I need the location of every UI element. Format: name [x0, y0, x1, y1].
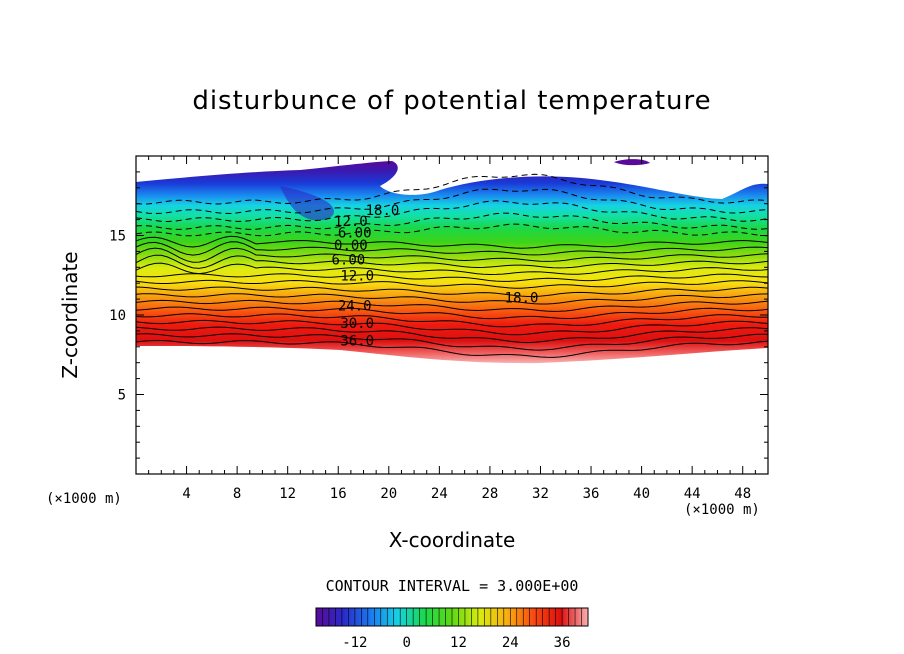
x-tick-label: 32	[532, 486, 549, 502]
contour-label: 24.0	[338, 298, 372, 314]
chart-title: disturbunce of potential temperature	[192, 86, 712, 116]
contour-line-negative	[135, 212, 769, 230]
contour-lines	[135, 173, 769, 358]
x-tick-label: 12	[279, 486, 296, 502]
colorbar-ticks: -12 0 12 24 36	[322, 608, 582, 651]
contour-label: 30.0	[340, 316, 374, 332]
y-tick-label: 15	[109, 229, 126, 245]
temperature-field	[136, 161, 768, 364]
contour-label: 0.00	[334, 238, 368, 254]
contour-line	[135, 286, 769, 298]
x-tick-label: 28	[481, 486, 498, 502]
contour-line	[135, 262, 769, 276]
contour-line	[135, 241, 769, 256]
contour-line-negative	[135, 200, 769, 223]
x-tick-label: 24	[431, 486, 448, 502]
temperature-field-patch	[614, 159, 650, 166]
x-tick-label: 4	[182, 486, 190, 502]
field-detail	[280, 186, 334, 221]
contour-label: 18.0	[505, 291, 539, 307]
contour-line	[135, 235, 769, 249]
x-tick-label: 16	[330, 486, 347, 502]
x-axis-label: X-coordinate	[388, 528, 516, 552]
contour-line	[135, 340, 769, 358]
x-tick-label: 48	[734, 486, 751, 502]
colorbar-tick-label: 36	[554, 635, 571, 651]
contour-line	[135, 326, 769, 344]
colorbar-tick-label: -12	[342, 635, 367, 651]
contour-line	[135, 333, 769, 351]
y-axis-unit: (×1000 m)	[46, 491, 122, 507]
contour-label: 12.0	[340, 268, 374, 284]
contour-line-negative	[135, 173, 769, 205]
contour-label: 18.0	[366, 203, 400, 219]
x-tick-label: 20	[380, 486, 397, 502]
colorbar-tick-label: 0	[402, 635, 410, 651]
contour-line	[135, 279, 769, 289]
contour-label: 6.00	[338, 225, 372, 241]
x-axis-unit: (×1000 m)	[684, 502, 760, 518]
x-tick-label: 36	[583, 486, 600, 502]
contour-line-negative	[135, 223, 769, 237]
contour-line	[135, 273, 769, 282]
contour-line	[135, 254, 769, 269]
contour-line-negative	[135, 188, 769, 215]
colorbar-tick-label: 12	[450, 635, 467, 651]
contour-label: 6.00	[331, 252, 365, 268]
contour-line	[135, 247, 769, 263]
contour-line	[135, 319, 769, 336]
x-tick-label: 44	[684, 486, 701, 502]
x-tick-label: 8	[233, 486, 241, 502]
contour-interval-text: CONTOUR INTERVAL = 3.000E+00	[325, 577, 579, 595]
x-tick-label: 40	[633, 486, 650, 502]
y-tick-label: 10	[109, 308, 126, 324]
contour-line	[135, 306, 769, 320]
contour-line	[135, 293, 769, 305]
contour-line	[135, 299, 769, 312]
colorbar-tick-label: 24	[502, 635, 519, 651]
contour-label: 36.0	[340, 333, 374, 349]
y-tick-label: 5	[118, 388, 126, 404]
contour-line	[135, 313, 769, 328]
contour-label: 12.0	[334, 214, 368, 230]
